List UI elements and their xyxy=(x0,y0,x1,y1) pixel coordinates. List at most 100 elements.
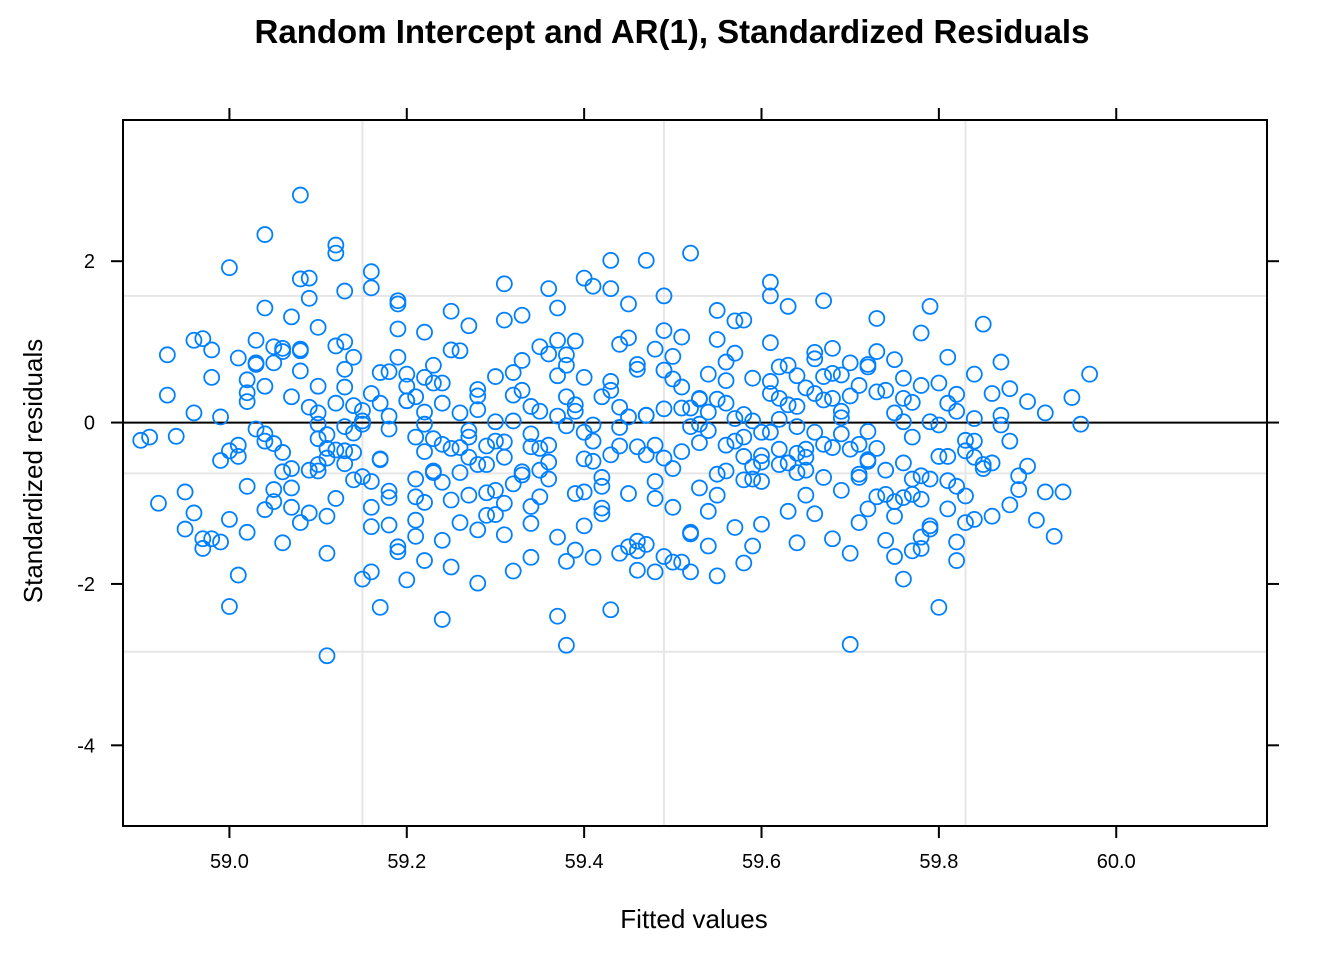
data-point xyxy=(566,541,584,559)
data-point xyxy=(522,425,540,443)
data-point xyxy=(903,428,921,446)
data-point xyxy=(158,346,176,364)
data-point xyxy=(637,406,655,424)
data-point xyxy=(1019,457,1036,475)
data-point xyxy=(682,418,699,436)
data-point xyxy=(797,486,815,504)
data-point xyxy=(735,448,753,465)
data-point xyxy=(380,407,398,425)
data-point xyxy=(194,530,212,548)
data-point xyxy=(575,423,593,441)
data-point xyxy=(761,334,779,352)
data-point xyxy=(300,504,318,522)
data-point xyxy=(1081,365,1099,383)
data-point xyxy=(744,470,762,488)
data-point xyxy=(291,514,309,532)
data-point xyxy=(531,488,549,506)
data-point xyxy=(646,563,664,581)
data-point xyxy=(886,404,903,422)
data-point xyxy=(930,598,948,616)
data-point xyxy=(965,410,983,427)
data-point xyxy=(407,388,425,406)
data-point xyxy=(451,464,469,481)
data-point xyxy=(522,398,540,415)
y-axis-title: Standardized residuals xyxy=(18,339,48,604)
data-point xyxy=(407,527,425,545)
plot-frame xyxy=(122,119,1268,827)
data-point xyxy=(735,554,753,572)
data-point xyxy=(274,463,292,481)
data-point xyxy=(903,393,921,411)
data-point xyxy=(247,420,265,438)
data-point xyxy=(398,571,416,589)
data-point xyxy=(575,269,593,287)
data-point xyxy=(806,343,824,361)
data-point xyxy=(939,394,957,412)
data-point xyxy=(939,472,957,490)
data-point xyxy=(504,412,522,430)
data-point xyxy=(965,510,983,528)
data-point xyxy=(150,494,167,512)
data-point xyxy=(708,331,726,348)
data-point xyxy=(868,488,886,506)
data-point xyxy=(203,368,221,386)
data-point xyxy=(389,538,407,556)
y-tick-label: -4 xyxy=(77,735,95,757)
data-point xyxy=(504,364,522,381)
data-point xyxy=(965,448,983,466)
data-point xyxy=(850,377,868,394)
data-point xyxy=(345,397,362,415)
data-point xyxy=(673,378,691,396)
data-point xyxy=(513,306,531,324)
data-point xyxy=(229,436,247,454)
data-point xyxy=(513,466,531,484)
data-point xyxy=(992,406,1010,424)
data-point xyxy=(194,330,212,348)
data-point xyxy=(549,528,566,546)
data-point xyxy=(628,542,646,560)
data-point xyxy=(708,567,726,585)
data-point xyxy=(877,381,895,399)
data-point xyxy=(416,415,433,433)
data-point xyxy=(504,562,522,580)
data-point xyxy=(726,344,744,362)
data-point xyxy=(309,404,327,422)
data-point xyxy=(1010,467,1028,485)
data-point xyxy=(584,452,602,470)
data-point xyxy=(265,338,283,356)
data-point xyxy=(566,332,584,350)
data-point xyxy=(628,532,646,550)
data-point xyxy=(487,368,504,385)
data-point xyxy=(265,481,283,498)
data-point xyxy=(815,292,832,310)
data-point xyxy=(522,498,540,515)
data-point xyxy=(948,477,966,495)
data-point xyxy=(380,489,398,507)
data-point xyxy=(779,454,797,472)
data-point xyxy=(753,447,770,465)
data-point xyxy=(495,275,513,293)
x-tick-label: 59.2 xyxy=(387,851,426,873)
data-point xyxy=(513,352,531,369)
data-point xyxy=(699,537,717,555)
data-point xyxy=(620,538,637,556)
y-tick-label: 0 xyxy=(84,413,95,435)
data-point xyxy=(593,505,611,523)
data-point xyxy=(469,456,487,473)
data-point xyxy=(309,462,327,480)
data-point xyxy=(691,415,708,433)
data-point xyxy=(921,517,939,535)
data-point xyxy=(726,410,744,427)
data-point xyxy=(699,422,717,440)
data-point xyxy=(895,570,912,588)
data-point xyxy=(469,401,487,419)
data-point xyxy=(451,404,469,422)
data-point xyxy=(602,601,620,619)
data-point xyxy=(433,473,451,491)
data-point xyxy=(602,373,620,390)
data-point xyxy=(238,523,256,541)
data-point xyxy=(992,353,1010,371)
data-point xyxy=(841,440,859,458)
data-point xyxy=(345,348,362,366)
data-point xyxy=(655,287,673,305)
